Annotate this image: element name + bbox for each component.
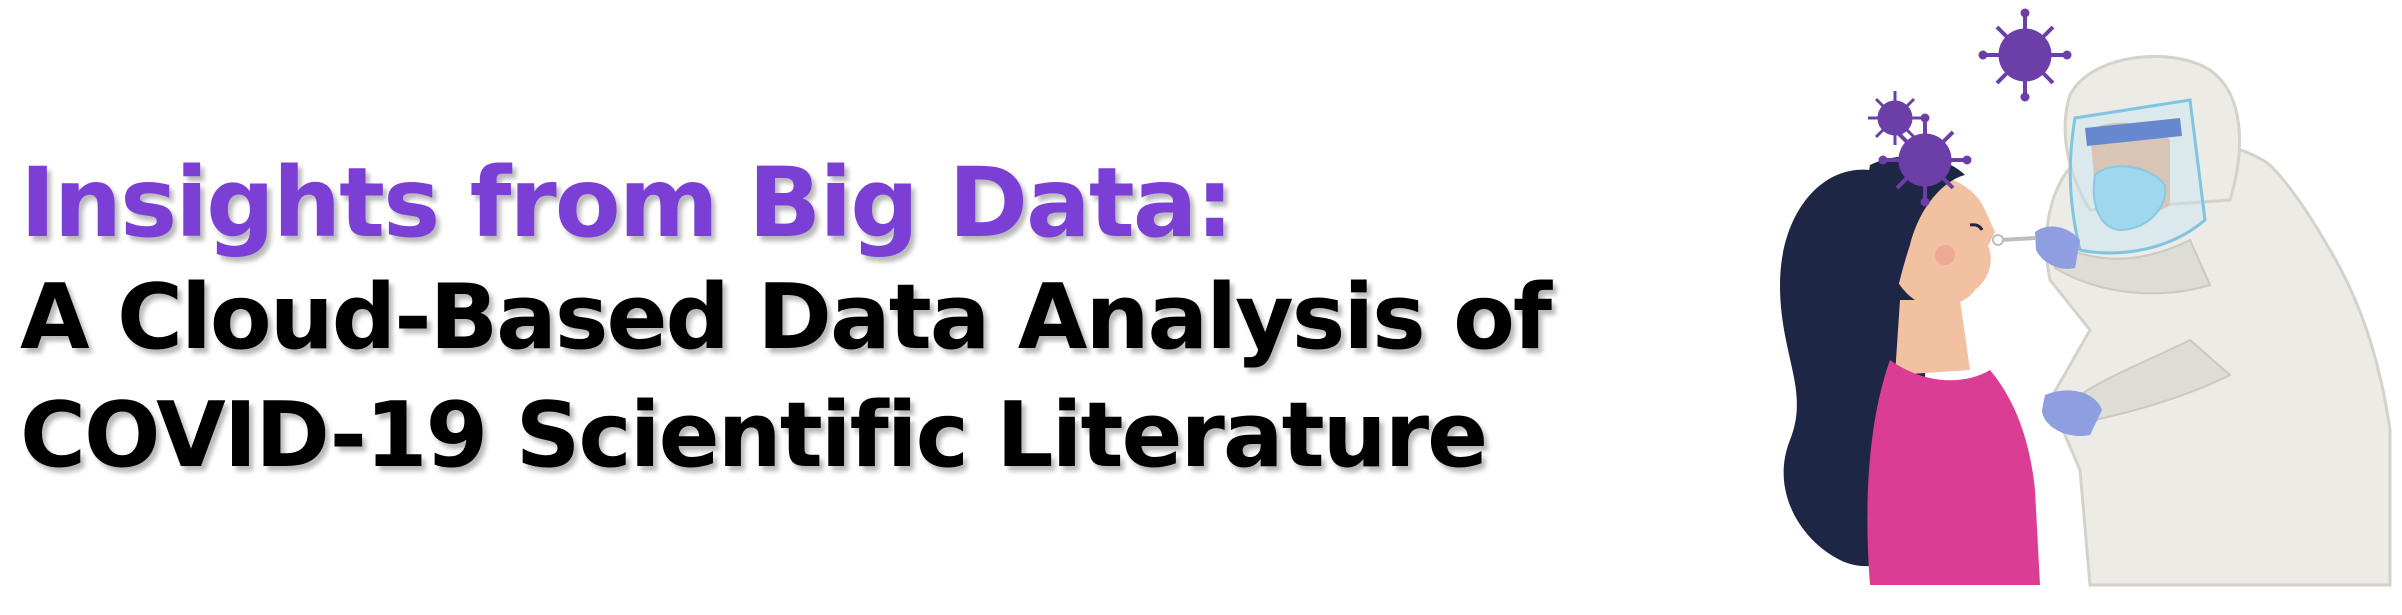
covid-test-illustration: [1670, 0, 2402, 615]
health-worker-icon: [2035, 54, 2392, 587]
nasal-swab-icon: [1992, 234, 2036, 246]
headline-line-2: A Cloud-Based Data Analysis of: [20, 265, 1552, 370]
headline-line-1: Insights from Big Data:: [20, 147, 1234, 259]
virus-icon: [1868, 8, 2072, 207]
woman-patient-icon: [1780, 156, 2040, 585]
headline-line-3: COVID-19 Scientific Literature: [20, 383, 1488, 488]
headline: Insights from Big Data: A Cloud-Based Da…: [20, 155, 1680, 509]
